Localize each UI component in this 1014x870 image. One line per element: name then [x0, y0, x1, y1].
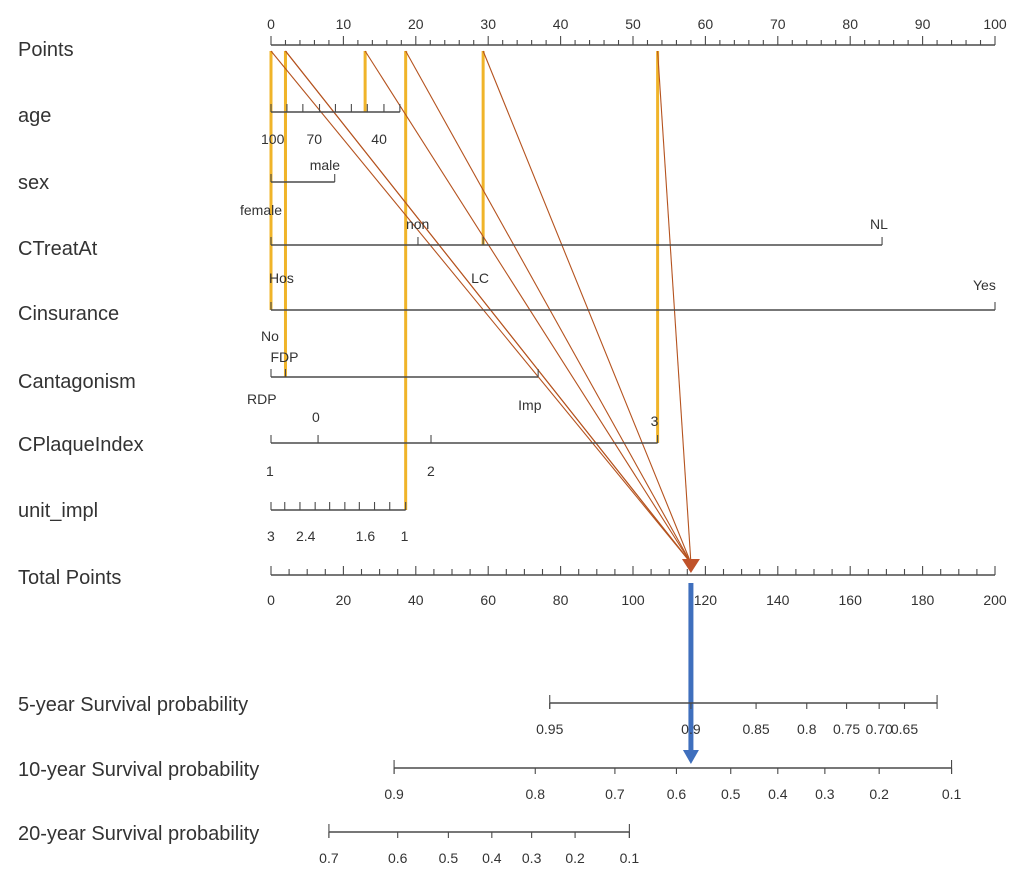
survival-tick-label: 0.8 — [526, 786, 546, 802]
variable-tick-label: 1 — [401, 528, 409, 544]
variable-tick-label: Yes — [973, 277, 996, 293]
survival-tick-label: 0.4 — [482, 850, 502, 866]
row-labels: Points age sex CTreatAt Cinsurance Cantagonis… — [18, 39, 259, 845]
variable-tick-label: NL — [870, 216, 888, 232]
survival-tick-label: 0.6 — [667, 786, 687, 802]
variable-tick-label: male — [310, 157, 341, 173]
survival-tick-label: 0.8 — [797, 721, 817, 737]
variable-label-age: age — [18, 105, 51, 127]
variable-label-cinsurance: Cinsurance — [18, 303, 119, 325]
guide-lines — [269, 50, 700, 764]
variable-label-cplaqueindex: CPlaqueIndex — [18, 434, 144, 456]
variable-tick-label: female — [240, 202, 282, 218]
total-points-tick-label: 20 — [336, 592, 352, 608]
survival-axis-label: 20-year Survival probability — [18, 823, 259, 845]
survival-tick-label: 0.75 — [833, 721, 860, 737]
survival-tick-label: 0.3 — [815, 786, 835, 802]
total-points-tick-label: 200 — [983, 592, 1007, 608]
variable-tick-label: LC — [471, 270, 489, 286]
total-points-tick-label: 60 — [480, 592, 496, 608]
variable-tick-label: 70 — [307, 131, 323, 147]
variable-tick-label: RDP — [247, 391, 277, 407]
points-tick-label: 100 — [983, 16, 1007, 32]
points-axis-label: Points — [18, 39, 74, 61]
variable-tick-label: 0 — [312, 409, 320, 425]
points-tick-label: 50 — [625, 16, 641, 32]
total-points-tick-label: 120 — [694, 592, 718, 608]
survival-tick-label: 0.1 — [942, 786, 962, 802]
variable-tick-label: Hos — [269, 270, 294, 286]
survival-tick-label: 0.4 — [768, 786, 788, 802]
survival-tick-label: 0.5 — [721, 786, 741, 802]
survival-down-arrow-head — [682, 750, 699, 764]
variable-tick-label: FDP — [270, 349, 298, 365]
diagonal-guide-line — [482, 50, 692, 564]
survival-tick-label: 0.2 — [869, 786, 889, 802]
diagonal-guide-line — [405, 50, 692, 564]
survival-tick-label: 0.9 — [384, 786, 404, 802]
survival-axis-label: 10-year Survival probability — [18, 759, 259, 781]
total-points-tick-label: 160 — [839, 592, 863, 608]
points-tick-label: 20 — [408, 16, 424, 32]
survival-tick-label: 0.1 — [620, 850, 640, 866]
variable-tick-label: 40 — [371, 131, 387, 147]
survival-tick-label: 0.6 — [388, 850, 408, 866]
variable-tick-label: 2 — [427, 463, 435, 479]
total-points-tick-label: 180 — [911, 592, 935, 608]
survival-tick-label: 0.7 — [319, 850, 339, 866]
survival-tick-label: 0.95 — [536, 721, 563, 737]
diagonal-guide-line — [657, 50, 692, 564]
total-points-arrow-head — [681, 559, 700, 573]
total-points-tick-label: 40 — [408, 592, 424, 608]
points-tick-label: 70 — [770, 16, 786, 32]
points-tick-label: 0 — [267, 16, 275, 32]
variable-tick-label: Imp — [518, 397, 542, 413]
survival-tick-label: 0.7 — [605, 786, 625, 802]
variable-tick-label: non — [406, 216, 429, 232]
variable-label-ctreatat: CTreatAt — [18, 238, 98, 260]
survival-tick-label: 0.85 — [742, 721, 769, 737]
variable-tick-label: 3 — [267, 528, 275, 544]
points-tick-label: 80 — [842, 16, 858, 32]
variable-label-cantagonism: Cantagonism — [18, 371, 136, 393]
variable-tick-label: 1.6 — [356, 528, 376, 544]
variable-label-sex: sex — [18, 172, 49, 194]
total-points-tick-label: 80 — [553, 592, 569, 608]
survival-tick-label: 0.5 — [439, 850, 459, 866]
variable-tick-label: 2.4 — [296, 528, 316, 544]
variable-tick-label: 100 — [261, 131, 285, 147]
survival-tick-label: 0.70 — [866, 721, 893, 737]
diagonal-guide-line — [270, 50, 692, 564]
survival-tick-label: 0.9 — [681, 721, 701, 737]
variable-tick-label: 3 — [651, 413, 659, 429]
total-points-axis-label: Total Points — [18, 567, 121, 589]
total-points-tick-label: 140 — [766, 592, 790, 608]
total-points-tick-label: 100 — [621, 592, 645, 608]
survival-tick-label: 0.2 — [565, 850, 585, 866]
points-tick-label: 90 — [915, 16, 931, 32]
survival-axis-label: 5-year Survival probability — [18, 694, 248, 716]
survival-tick-label: 0.65 — [891, 721, 918, 737]
diagonal-guide-line — [285, 50, 692, 564]
points-tick-label: 60 — [698, 16, 714, 32]
variable-tick-label: 1 — [266, 463, 274, 479]
total-points-tick-label: 0 — [267, 592, 275, 608]
variable-tick-label: No — [261, 328, 279, 344]
diagonal-guide-line — [364, 50, 692, 564]
points-tick-label: 30 — [480, 16, 496, 32]
survival-tick-label: 0.3 — [522, 850, 542, 866]
points-tick-label: 10 — [336, 16, 352, 32]
points-tick-label: 40 — [553, 16, 569, 32]
variable-label-unit_impl: unit_impl — [18, 500, 98, 522]
